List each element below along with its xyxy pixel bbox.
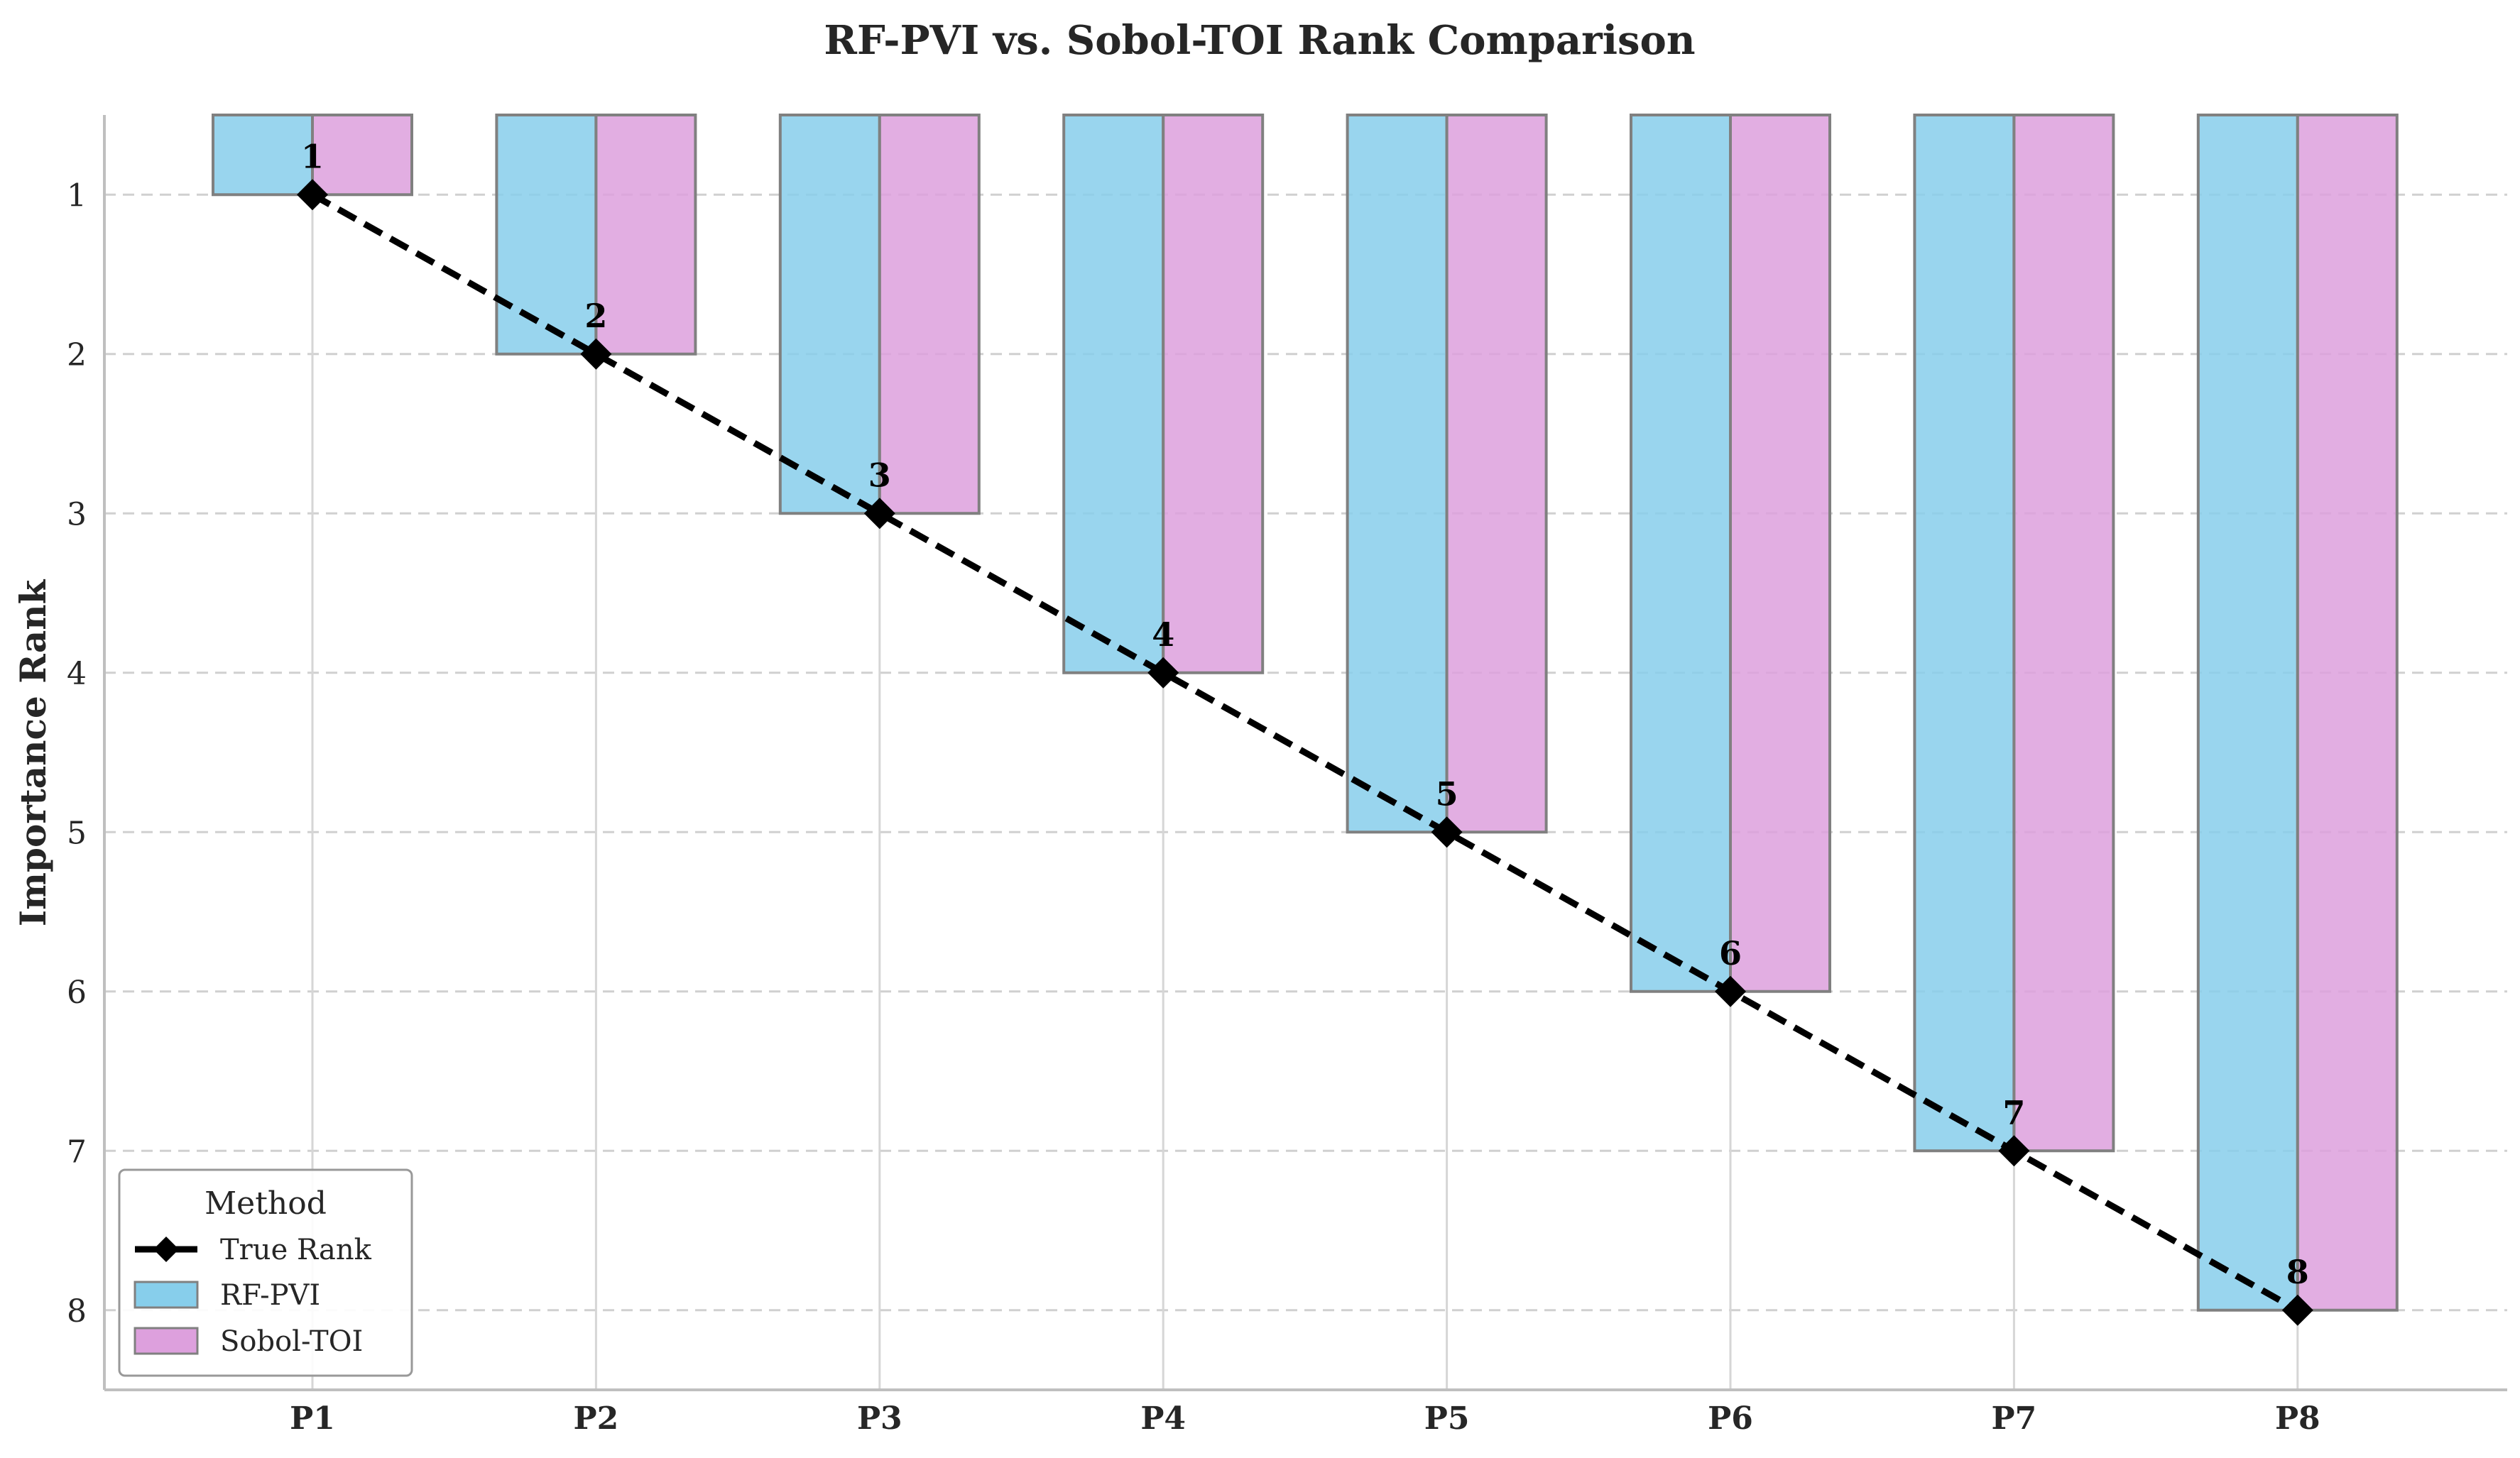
true-rank-marker-p5 bbox=[1431, 816, 1463, 848]
true-rank-marker-p2 bbox=[580, 338, 612, 370]
x-tick-label: P4 bbox=[1140, 1401, 1186, 1437]
bar-rf-pvi-p5 bbox=[1346, 114, 1449, 834]
x-tick-label: P2 bbox=[574, 1401, 619, 1437]
true-rank-marker-p7 bbox=[1998, 1135, 2030, 1167]
y-tick-label: 7 bbox=[67, 1134, 87, 1170]
bar-rf-pvi-p2 bbox=[495, 114, 598, 356]
legend-entry-label: RF-PVI bbox=[220, 1279, 320, 1312]
bar-sobol-toi-p8 bbox=[2296, 114, 2399, 1312]
chart-title: RF-PVI vs. Sobol-TOI Rank Comparison bbox=[824, 17, 1695, 64]
bar-sobol-toi-p7 bbox=[2012, 114, 2115, 1153]
bar-rf-pvi-p8 bbox=[2196, 114, 2299, 1312]
x-tick-label: P7 bbox=[1992, 1401, 2037, 1437]
y-tick-label: 4 bbox=[67, 656, 87, 692]
data-label: 6 bbox=[1719, 934, 1742, 972]
y-tick-label: 2 bbox=[67, 337, 87, 373]
bar-sobol-toi-p1 bbox=[311, 114, 413, 197]
true-rank-line bbox=[310, 192, 2300, 1313]
bar-sobol-toi-p5 bbox=[1445, 114, 1548, 834]
legend-entry-label: True Rank bbox=[220, 1234, 372, 1266]
true-rank-marker-p1 bbox=[297, 179, 328, 211]
y-tick-label: 3 bbox=[67, 496, 87, 532]
legend-box bbox=[118, 1168, 413, 1377]
data-label: 8 bbox=[2286, 1253, 2309, 1291]
bar-sobol-toi-p3 bbox=[878, 114, 981, 515]
legend-sobol-toi-swatch bbox=[133, 1327, 199, 1355]
true-rank-marker-p6 bbox=[1715, 975, 1746, 1007]
bar-sobol-toi-p2 bbox=[594, 114, 697, 356]
x-tick-label: P6 bbox=[1708, 1401, 1753, 1437]
legend-rf-pvi-swatch bbox=[133, 1281, 199, 1309]
y-tick-label: 6 bbox=[67, 975, 87, 1011]
y-tick-label: 5 bbox=[67, 815, 87, 851]
data-label: 3 bbox=[868, 456, 891, 494]
legend-title: Method bbox=[204, 1185, 327, 1222]
y-axis-label: Importance Rank bbox=[12, 579, 54, 926]
legend-entry-label: Sobol-TOI bbox=[220, 1325, 363, 1358]
bar-rf-pvi-p6 bbox=[1630, 114, 1732, 993]
true-rank-marker-p4 bbox=[1147, 657, 1179, 689]
data-label: 2 bbox=[584, 297, 607, 335]
x-tick-label: P5 bbox=[1424, 1401, 1470, 1437]
y-tick-label: 1 bbox=[67, 177, 87, 214]
bar-rf-pvi-p4 bbox=[1062, 114, 1165, 674]
bar-rf-pvi-p3 bbox=[778, 114, 881, 515]
true-rank-marker-p3 bbox=[863, 498, 895, 530]
y-tick-label: 8 bbox=[67, 1293, 87, 1330]
bar-rf-pvi-p1 bbox=[212, 114, 314, 197]
bar-rf-pvi-p7 bbox=[1913, 114, 2016, 1153]
x-tick-label: P8 bbox=[2275, 1401, 2320, 1437]
x-tick-label: P1 bbox=[290, 1401, 335, 1437]
data-label: 5 bbox=[1436, 774, 1458, 813]
data-label: 1 bbox=[301, 137, 324, 175]
legend-true-rank-swatch-marker bbox=[153, 1237, 179, 1262]
x-tick-label: P3 bbox=[857, 1401, 902, 1437]
bar-sobol-toi-p6 bbox=[1729, 114, 1831, 993]
data-label: 7 bbox=[2002, 1093, 2025, 1131]
data-label: 4 bbox=[1152, 615, 1174, 654]
true-rank-marker-p8 bbox=[2281, 1294, 2313, 1326]
bar-sobol-toi-p4 bbox=[1162, 114, 1265, 674]
